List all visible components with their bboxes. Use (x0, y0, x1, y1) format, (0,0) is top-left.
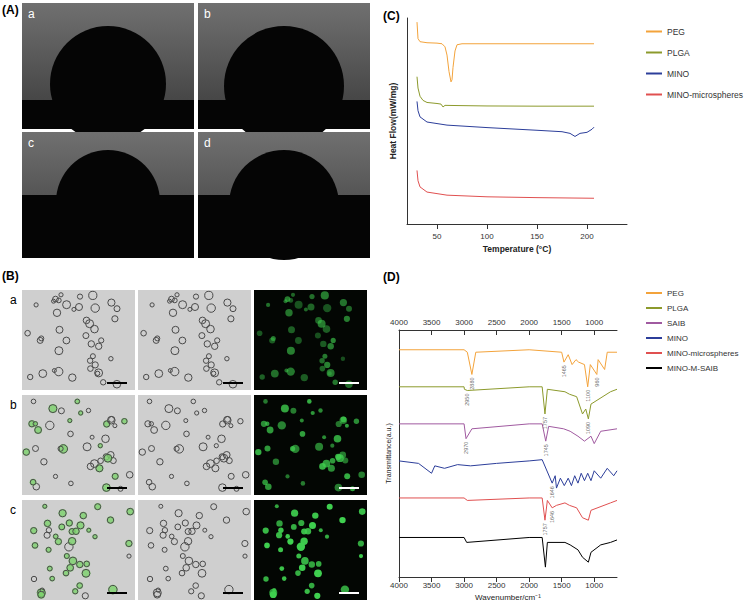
svg-text:a: a (28, 7, 35, 21)
svg-text:c: c (10, 503, 16, 517)
svg-text:a: a (10, 293, 17, 307)
svg-text:1000: 1000 (585, 581, 603, 590)
svg-text:PLGA: PLGA (667, 48, 690, 58)
svg-text:d: d (204, 136, 211, 150)
svg-text:1000: 1000 (585, 318, 603, 327)
svg-text:MINO: MINO (667, 334, 688, 343)
svg-text:MINO-microspheres: MINO-microspheres (667, 90, 743, 100)
svg-text:2970: 2970 (463, 442, 469, 454)
svg-text:2000: 2000 (520, 581, 538, 590)
svg-text:1090: 1090 (585, 422, 591, 434)
svg-text:MINO: MINO (667, 69, 690, 79)
svg-text:200: 200 (580, 232, 594, 241)
svg-text:MINO-microspheres: MINO-microspheres (667, 349, 739, 358)
svg-text:(A): (A) (2, 3, 19, 17)
svg-text:1500: 1500 (553, 581, 571, 590)
svg-text:3000: 3000 (455, 581, 473, 590)
svg-text:150: 150 (530, 232, 544, 241)
svg-text:PLGA: PLGA (667, 304, 689, 313)
svg-text:(D): (D) (383, 270, 400, 284)
svg-text:c: c (28, 136, 34, 150)
svg-text:1646: 1646 (549, 511, 555, 523)
svg-text:1757: 1757 (542, 523, 548, 535)
svg-text:Transmittance(a.u.): Transmittance(a.u.) (385, 423, 393, 483)
svg-text:3500: 3500 (423, 581, 441, 590)
svg-text:b: b (204, 7, 211, 21)
svg-text:2880: 2880 (469, 377, 475, 389)
svg-text:Temperature (°C): Temperature (°C) (483, 244, 552, 254)
svg-text:1745: 1745 (543, 444, 549, 456)
svg-text:2500: 2500 (488, 581, 506, 590)
svg-text:4000: 4000 (390, 581, 408, 590)
svg-text:1465: 1465 (561, 365, 567, 377)
svg-text:2000: 2000 (520, 318, 538, 327)
svg-text:960: 960 (594, 377, 600, 386)
svg-text:MINO-M-SAIB: MINO-M-SAIB (667, 364, 718, 373)
svg-text:PEG: PEG (667, 289, 684, 298)
svg-text:1500: 1500 (553, 318, 571, 327)
svg-text:50: 50 (433, 232, 442, 241)
svg-text:SAIB: SAIB (667, 319, 685, 328)
svg-text:1100: 1100 (585, 390, 591, 402)
svg-text:b: b (10, 398, 17, 412)
svg-text:Heat Flow(mW/mg): Heat Flow(mW/mg) (388, 83, 398, 160)
svg-text:Wavenumber/cm⁻¹: Wavenumber/cm⁻¹ (475, 593, 541, 602)
svg-text:100: 100 (480, 232, 494, 241)
svg-text:3500: 3500 (423, 318, 441, 327)
svg-text:(B): (B) (2, 269, 19, 283)
svg-text:(C): (C) (383, 9, 400, 23)
svg-text:4000: 4000 (390, 318, 408, 327)
svg-text:2500: 2500 (488, 318, 506, 327)
svg-text:1646: 1646 (549, 486, 555, 498)
svg-text:3000: 3000 (455, 318, 473, 327)
svg-text:PEG: PEG (667, 27, 685, 37)
svg-text:2950: 2950 (464, 394, 470, 406)
svg-text:1757: 1757 (542, 417, 548, 429)
